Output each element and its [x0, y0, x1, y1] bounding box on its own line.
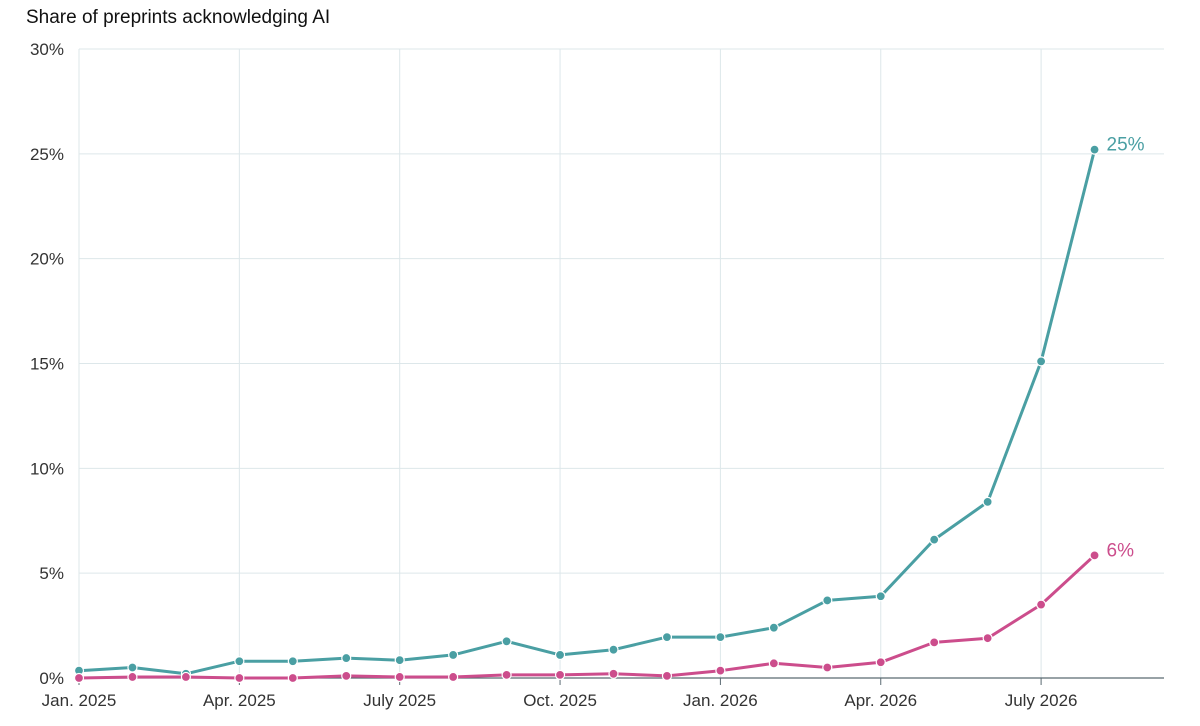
data-point	[394, 671, 405, 683]
data-point	[875, 591, 886, 602]
data-point	[234, 656, 245, 667]
y-tick-label: 0%	[39, 669, 64, 688]
data-point	[341, 652, 352, 664]
y-tick-label: 10%	[30, 459, 64, 478]
data-point	[554, 649, 566, 661]
data-point	[501, 669, 512, 680]
series-0: 25%	[73, 135, 1145, 679]
data-point	[287, 672, 298, 684]
grid-lines	[78, 48, 1164, 678]
tick-labels: 0% 5% 10% 15% 20% 25% 30% Jan. 2025 Apr. 2025 Jul…	[30, 40, 1078, 710]
data-point	[554, 669, 566, 680]
x-tick-label: Apr. 2026	[844, 691, 917, 710]
x-tick-label: Apr. 2025	[203, 691, 276, 710]
data-point	[661, 632, 673, 643]
data-point	[982, 496, 993, 507]
data-point	[715, 632, 726, 643]
data-point	[341, 670, 352, 682]
data-point	[448, 671, 459, 683]
x-tick-label: Oct. 2025	[523, 691, 597, 710]
x-tick-label: Jan. 2025	[42, 691, 117, 710]
data-point	[287, 656, 298, 667]
data-point	[929, 534, 940, 545]
data-point	[1035, 356, 1047, 367]
data-point	[768, 658, 779, 669]
data-point	[929, 637, 940, 648]
data-point	[875, 657, 886, 668]
series-line	[77, 148, 1097, 676]
data-point	[982, 633, 993, 644]
data-point	[822, 595, 833, 606]
chart-title: Share of preprints acknowledging AI	[26, 7, 331, 28]
data-point	[768, 622, 779, 633]
data-point	[715, 665, 726, 676]
data-point	[448, 649, 459, 661]
data-point	[1035, 599, 1047, 610]
data-point	[127, 662, 138, 673]
data-point	[73, 672, 85, 684]
data-point	[608, 668, 619, 679]
y-tick-label: 30%	[30, 40, 64, 59]
data-point	[394, 655, 405, 666]
x-tick-label: Jan. 2026	[683, 691, 758, 710]
data-point	[180, 671, 191, 683]
data-point	[127, 671, 138, 683]
series-1: 6%	[73, 540, 1135, 684]
y-tick-label: 25%	[30, 145, 64, 164]
data-point	[234, 672, 245, 684]
end-value-label: 25%	[1107, 135, 1145, 156]
data-point	[1089, 550, 1100, 561]
series-lines: 25% 6%	[73, 135, 1145, 684]
data-point	[501, 636, 512, 647]
y-tick-label: 15%	[30, 355, 64, 374]
y-tick-label: 20%	[30, 250, 64, 269]
end-value-label: 6%	[1107, 540, 1135, 561]
series-line	[77, 553, 1097, 680]
data-point	[661, 670, 673, 682]
x-tick-label: July 2025	[363, 691, 436, 710]
data-point	[608, 644, 619, 655]
x-tick-label: July 2026	[1005, 691, 1078, 710]
y-tick-label: 5%	[39, 564, 64, 583]
data-point	[822, 662, 833, 673]
data-point	[1089, 144, 1100, 155]
